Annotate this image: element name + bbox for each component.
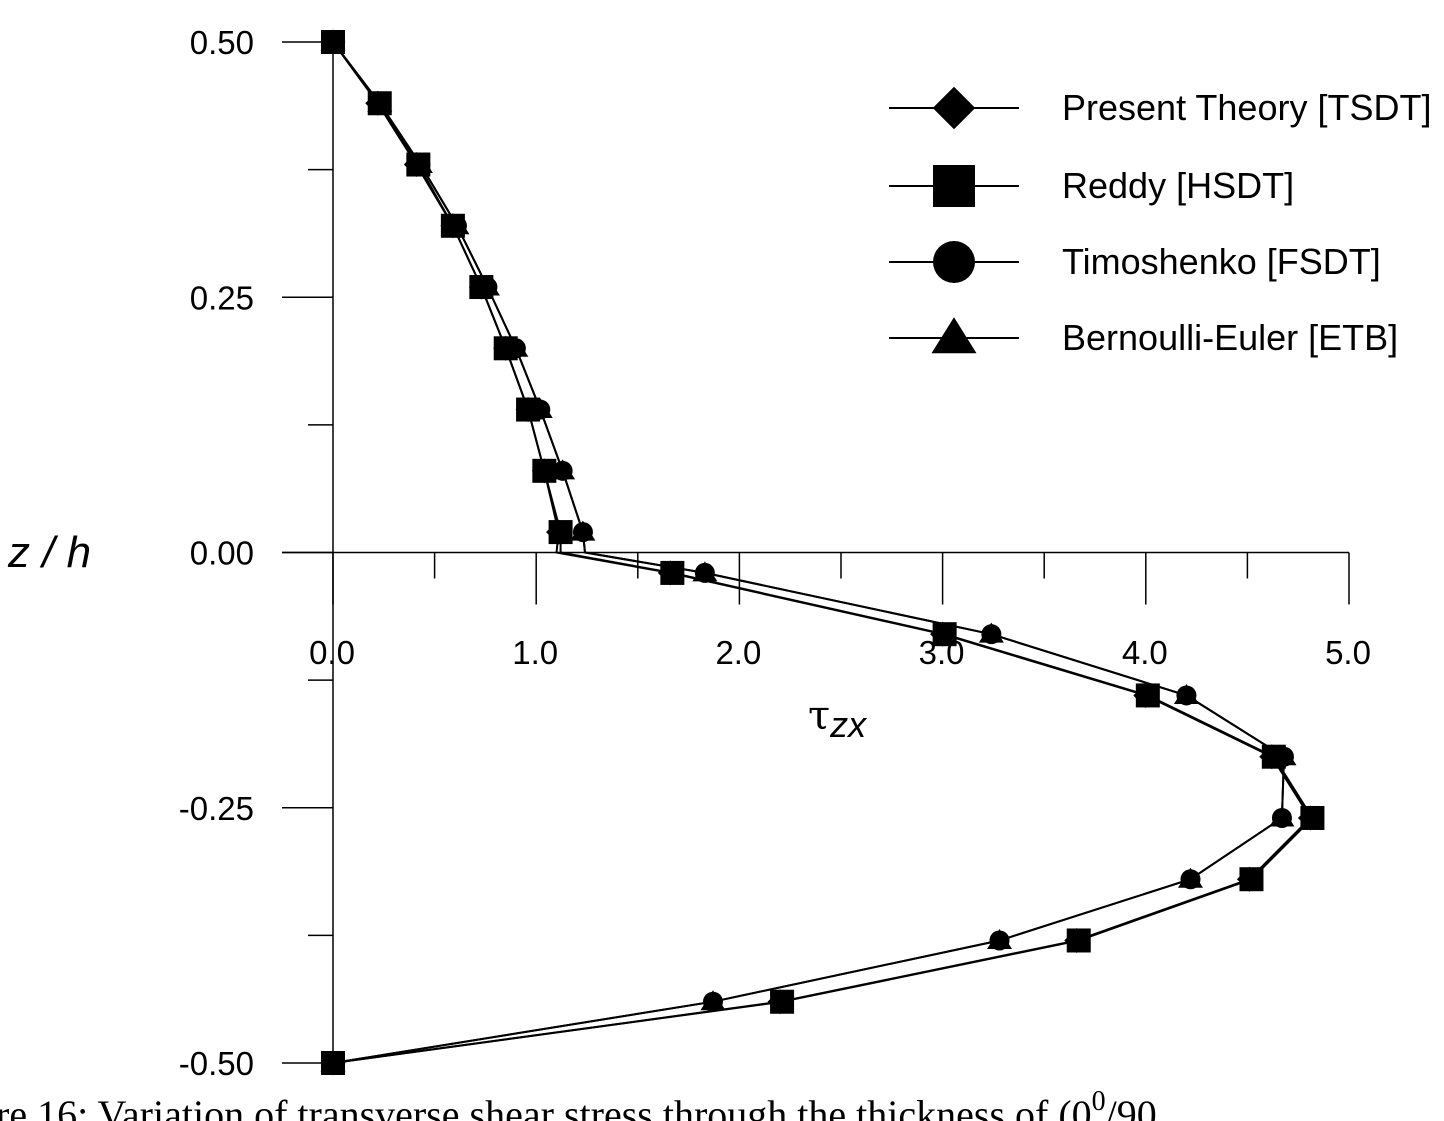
legend-entry: Bernoulli-Euler [ETB] — [889, 317, 1398, 358]
caption-text-tail: /90 — [1106, 1092, 1157, 1121]
series-point — [694, 562, 715, 583]
series-point — [552, 460, 573, 481]
x-tick-label: 3.0 — [919, 634, 965, 671]
y-tick-label: 0.25 — [190, 279, 254, 316]
series-point — [493, 336, 518, 361]
x-axis-title: τzx — [808, 693, 868, 745]
legend-marker — [933, 241, 975, 283]
legend-entry: Reddy [HSDT] — [889, 165, 1294, 207]
legend-entry: Present Theory [TSDT] — [889, 86, 1431, 130]
legend-label: Reddy [HSDT] — [1062, 165, 1294, 206]
axes — [282, 41, 1350, 1064]
x-axis-title-base: τ — [808, 693, 830, 739]
legend-label: Present Theory [TSDT] — [1062, 87, 1431, 128]
series-point — [321, 30, 345, 54]
tick-labels: 0.50 0.25 0.00 -0.25 -0.50 0.0 1.0 2.0 3.0 4.0 5.0 — [179, 24, 1371, 1082]
series-point — [321, 1051, 345, 1075]
series-layer — [320, 29, 1325, 1076]
x-tick-label: 4.0 — [1122, 634, 1168, 671]
series-group — [321, 30, 1325, 1075]
series-point — [440, 213, 465, 238]
legend-label: Timoshenko [FSDT] — [1062, 241, 1381, 282]
y-axis-title: z / h — [7, 528, 91, 577]
series-point — [1066, 928, 1091, 953]
legend-marker — [932, 86, 976, 130]
legend-entry: Timoshenko [FSDT] — [889, 241, 1381, 283]
series-point — [367, 91, 392, 116]
legend: Present Theory [TSDT] Reddy [HSDT] Timoshe… — [889, 86, 1431, 358]
series-point — [932, 622, 957, 647]
series-point — [1300, 805, 1325, 830]
legend-label: Bernoulli-Euler [ETB] — [1062, 317, 1398, 358]
series-point — [660, 560, 685, 585]
legend-marker — [931, 317, 977, 354]
x-tick-label: 5.0 — [1325, 634, 1371, 671]
caption-superscript: 0 — [1092, 1086, 1106, 1117]
caption-text: re 16: Variation of transverse shear str… — [0, 1092, 1092, 1121]
legend-marker — [933, 165, 975, 207]
series-point — [770, 989, 795, 1014]
series-point — [469, 275, 494, 300]
figure-caption: re 16: Variation of transverse shear str… — [0, 1086, 1157, 1121]
x-tick-label: 1.0 — [512, 634, 558, 671]
y-tick-label: -0.25 — [179, 790, 254, 827]
series-point — [1176, 685, 1197, 706]
series-point — [548, 520, 573, 545]
series-point — [1239, 867, 1264, 892]
y-tick-label: 0.50 — [190, 24, 254, 61]
series-point — [702, 991, 723, 1012]
series-point — [981, 624, 1002, 645]
series-point — [1261, 744, 1286, 769]
series-point — [516, 397, 541, 422]
series-point — [532, 458, 557, 483]
series-point — [1180, 869, 1201, 890]
x-tick-label: 2.0 — [715, 634, 761, 671]
series-point — [406, 152, 431, 177]
series-point — [1135, 683, 1160, 708]
series-point — [989, 930, 1010, 951]
x-axis-title-sub: zx — [829, 704, 868, 745]
series-point — [1271, 807, 1292, 828]
x-tick-label: 0.0 — [309, 634, 355, 671]
series-point — [572, 522, 593, 543]
y-tick-label: -0.50 — [179, 1045, 254, 1082]
y-tick-label: 0.00 — [190, 535, 254, 572]
